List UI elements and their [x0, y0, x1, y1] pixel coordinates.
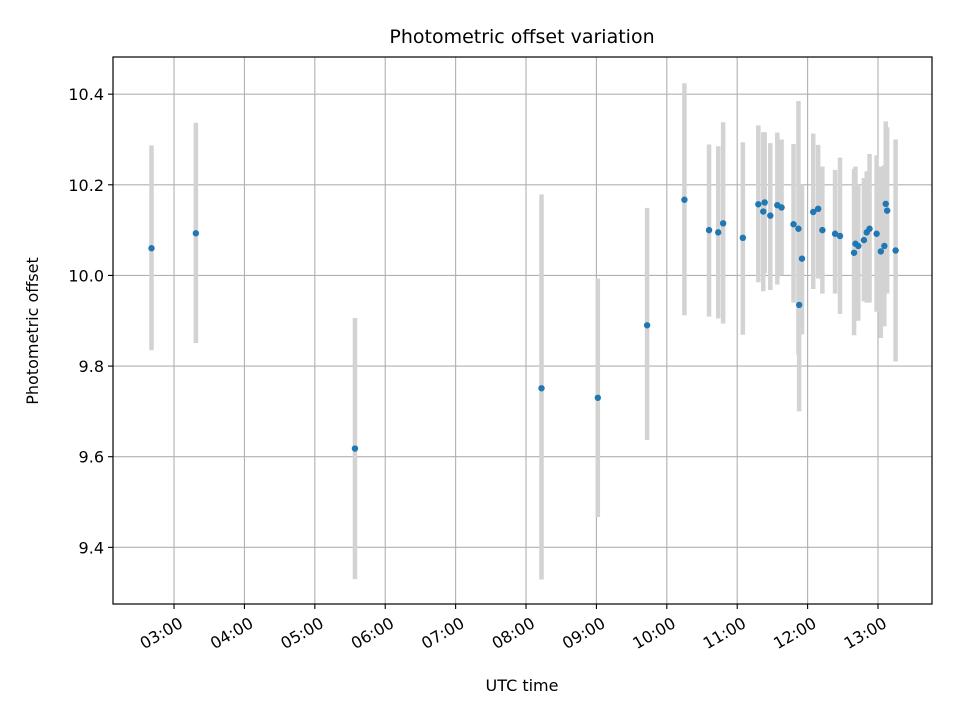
y-tick-label: 10.4	[68, 85, 104, 104]
y-tick-label: 10.0	[68, 266, 104, 285]
data-points	[148, 196, 899, 452]
data-point	[883, 207, 891, 214]
data-point	[192, 230, 200, 237]
y-tick-label: 9.4	[79, 538, 104, 557]
data-point	[881, 242, 888, 250]
data-point	[755, 201, 762, 208]
data-point	[643, 322, 651, 329]
data-point	[715, 229, 722, 236]
y-tick-label: 10.2	[68, 176, 104, 195]
data-point	[778, 204, 785, 211]
plot-area-frame	[112, 56, 933, 605]
data-point	[860, 236, 868, 244]
data-point	[790, 221, 797, 228]
data-point	[760, 208, 767, 215]
data-point	[538, 385, 545, 392]
data-point	[148, 245, 155, 252]
data-point	[810, 208, 817, 216]
y-tick-label: 9.8	[79, 357, 104, 376]
data-point	[739, 234, 747, 242]
data-point	[798, 255, 806, 262]
y-axis-ticks: 9.4 9.6 9.8 10.0 10.2 10.4	[68, 85, 113, 557]
data-point	[882, 200, 889, 208]
data-point	[681, 196, 688, 203]
data-point	[877, 248, 885, 255]
data-point	[795, 225, 802, 232]
data-point	[351, 445, 359, 452]
data-point	[831, 230, 839, 237]
chart-title: Photometric offset variation	[389, 26, 654, 48]
data-point	[819, 226, 826, 234]
data-point	[836, 232, 844, 240]
data-point	[594, 394, 602, 401]
x-axis-title: UTC time	[486, 676, 559, 695]
data-point	[850, 249, 858, 256]
y-axis-title: Photometric offset	[23, 257, 42, 405]
y-tick-label: 9.6	[79, 448, 104, 467]
grid	[113, 57, 932, 604]
data-point	[814, 205, 822, 213]
data-point	[873, 230, 880, 237]
data-point	[795, 301, 803, 309]
data-point	[866, 225, 873, 232]
data-point	[767, 212, 774, 219]
data-point	[855, 242, 862, 250]
data-point	[761, 199, 768, 206]
data-point	[705, 226, 713, 234]
data-point	[719, 220, 727, 227]
data-point	[892, 247, 899, 254]
